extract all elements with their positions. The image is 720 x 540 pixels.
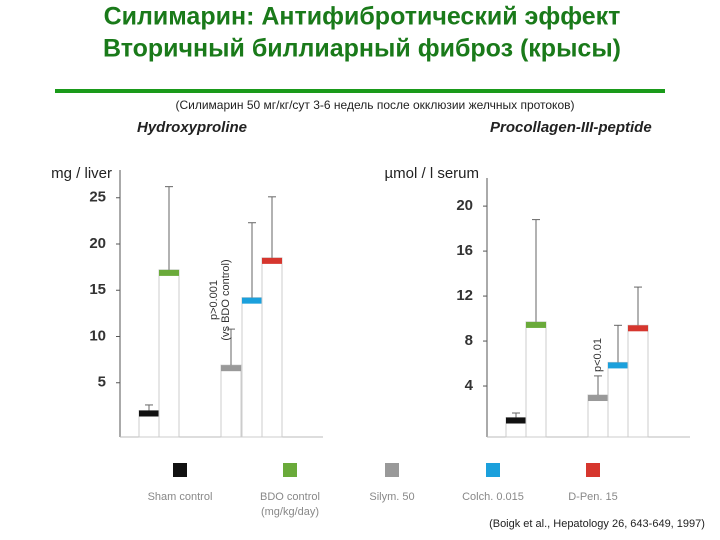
bar-cap	[262, 257, 282, 264]
legend-label: Colch. 0.015	[462, 491, 524, 503]
bar	[241, 297, 263, 438]
bar-cap	[221, 365, 241, 372]
bar-cap	[139, 410, 159, 417]
y-tick-label: 15	[89, 281, 106, 298]
y-axis-label: mg / liver	[51, 165, 112, 182]
legend-label: BDO control	[260, 491, 320, 503]
y-tick-label: 25	[89, 189, 106, 206]
legend-swatch	[173, 463, 187, 477]
y-tick-label: 5	[98, 374, 106, 391]
bar	[607, 361, 629, 438]
bar-cap	[159, 269, 179, 276]
bar-cap	[506, 417, 526, 424]
legend-swatch	[586, 463, 600, 477]
y-tick-label: 16	[456, 242, 473, 259]
y-tick-label: 10	[89, 327, 106, 344]
y-tick-label: 8	[465, 332, 473, 349]
legend-note: (mg/kg/day)	[261, 506, 319, 518]
bar-cap	[588, 395, 608, 402]
bar	[158, 269, 180, 438]
bar	[627, 324, 649, 438]
bar	[587, 394, 609, 438]
bar	[525, 321, 547, 438]
legend-swatch	[283, 463, 297, 477]
bar	[220, 364, 242, 438]
y-tick-label: 20	[456, 197, 473, 214]
y-tick-label: 12	[456, 287, 473, 304]
source: (Boigk et al., Hepatology 26, 643-649, 1…	[489, 518, 705, 530]
bar-cap	[242, 297, 262, 304]
y-tick-label: 20	[89, 235, 106, 252]
legend-swatch	[385, 463, 399, 477]
annotation: (vs BDO control)	[220, 259, 232, 340]
chart-title: Hydroxyproline	[137, 119, 247, 136]
bar-cap	[526, 321, 546, 328]
legend-label: Silym. 50	[369, 491, 414, 503]
annotation: p>0.001	[208, 280, 220, 320]
bar-cap	[628, 325, 648, 332]
y-axis-label: µmol / l serum	[385, 165, 480, 182]
bar	[261, 257, 283, 438]
slide-title: Силимарин: Антифибротический эффект	[104, 3, 621, 31]
legend-label: D-Pen. 15	[568, 491, 618, 503]
subtitle: (Силимарин 50 мг/кг/сут 3-6 недель после…	[175, 98, 574, 112]
legend-swatch	[486, 463, 500, 477]
legend-label: Sham control	[148, 491, 213, 503]
chart-title: Procollagen-III-peptide	[490, 119, 652, 136]
annotation: p<0.01	[592, 338, 604, 372]
y-tick-label: 4	[465, 377, 474, 394]
slide-title: Вторичный биллиарный фиброз (крысы)	[103, 35, 621, 63]
bar-cap	[608, 362, 628, 369]
